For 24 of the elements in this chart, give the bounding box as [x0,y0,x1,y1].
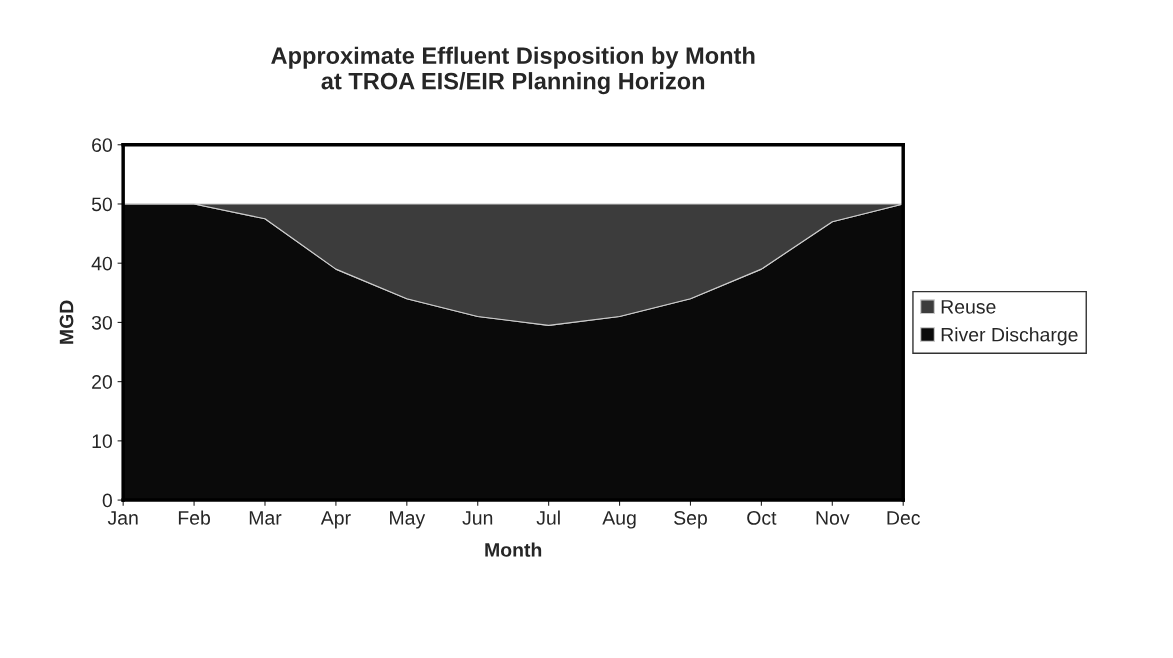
y-tick-label: 30 [91,315,112,330]
x-tick-label: Feb [178,510,211,525]
legend-label: River Discharge [941,327,1078,346]
y-tick-label: 20 [92,375,112,389]
x-tick-label: Aug [602,511,636,529]
x-tick-label: Apr [320,511,351,529]
y-tick-label: 40 [91,256,112,271]
x-tick-label: Nov [816,511,850,525]
x-tick-label: Sep [674,511,707,529]
x-tick-label: Jul [536,510,560,525]
chart-title: Approximate Effluent Disposition by Month at TROA EIS/EIR Planning Horizon [271,46,755,95]
x-tick-label: Jun [462,511,493,525]
x-tick-label: Mar [249,511,282,525]
y-axis-title: MGD [59,300,74,344]
x-tick-label: Dec [887,511,920,525]
x-tick-label: Oct [747,511,777,525]
x-axis-title: Month [485,542,542,557]
y-tick-label: 50 [91,197,112,212]
x-tick-label: May [390,511,426,529]
y-tick-label: 60 [92,138,112,152]
legend-label: Reuse [941,300,996,314]
y-tick-label: 10 [92,434,112,449]
x-tick-label: Jan [107,511,138,525]
y-tick-label: 0 [102,493,112,508]
